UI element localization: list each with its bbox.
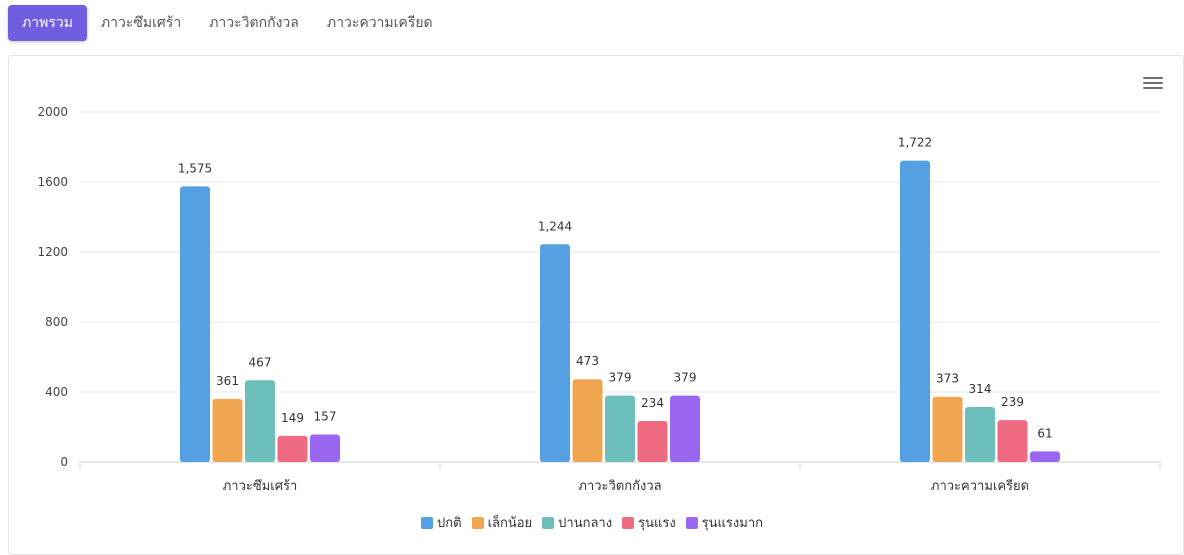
bar [540, 244, 570, 462]
x-category-label: ภาวะวิตกกังวล [578, 479, 661, 494]
data-label: 361 [216, 374, 239, 388]
legend-swatch [420, 516, 433, 529]
bar [965, 407, 995, 462]
data-label: 1,244 [538, 219, 572, 233]
legend-swatch [542, 516, 555, 529]
legend-item[interactable]: เล็กน้อย [471, 512, 533, 533]
bar [1030, 451, 1060, 462]
tab-overview[interactable]: ภาพรวม [8, 5, 87, 41]
legend-label: ปานกลาง [558, 516, 613, 531]
bar [997, 420, 1028, 462]
bar [245, 380, 275, 462]
legend-item[interactable]: ปกติ [420, 512, 462, 533]
chart-legend: ปกติ เล็กน้อย ปานกลาง รุนแรง รุนแรงมาก [0, 512, 1184, 533]
bar [670, 395, 700, 462]
bar [277, 435, 308, 462]
bar [572, 379, 603, 462]
legend-swatch [622, 516, 635, 529]
bar [180, 186, 210, 462]
x-category-label: ภาวะความเครียด [931, 478, 1029, 494]
x-category-label: ภาวะซึมเศร้า [223, 479, 298, 494]
y-tick-label: 1600 [37, 175, 68, 189]
bar [932, 396, 963, 462]
data-label: 373 [936, 372, 959, 386]
data-label: 473 [576, 354, 599, 368]
data-label: 149 [281, 411, 304, 425]
legend-label: รุนแรงมาก [701, 516, 763, 531]
data-label: 239 [1001, 395, 1024, 409]
data-label: 157 [314, 410, 337, 424]
y-tick-label: 0 [60, 455, 68, 469]
data-label: 1,722 [898, 136, 932, 150]
data-label: 379 [674, 371, 697, 385]
y-tick-label: 800 [45, 315, 68, 329]
tab-bar: ภาพรวม ภาวะซึมเศร้า ภาวะวิตกกังวล ภาวะคว… [8, 5, 447, 41]
data-label: 1,575 [178, 161, 212, 175]
tab-anxiety[interactable]: ภาวะวิตกกังวล [209, 15, 299, 31]
legend-label: เล็กน้อย [487, 516, 533, 531]
y-tick-label: 400 [45, 385, 68, 399]
legend-item[interactable]: รุนแรงมาก [685, 512, 763, 533]
hamburger-menu-icon[interactable] [1143, 75, 1163, 93]
y-tick-label: 2000 [37, 105, 68, 119]
tab-stress[interactable]: ภาวะความเครียด [326, 15, 433, 31]
bar [900, 160, 930, 462]
bar [212, 398, 243, 462]
legend-swatch [471, 516, 484, 529]
legend-item[interactable]: ปานกลาง [542, 512, 612, 533]
bar [310, 434, 340, 462]
bar [637, 421, 668, 462]
data-label: 234 [641, 396, 664, 410]
data-label: 314 [969, 382, 992, 396]
legend-item[interactable]: รุนแรง [622, 512, 676, 533]
data-label: 467 [249, 355, 272, 369]
y-tick-label: 1200 [37, 245, 68, 259]
legend-swatch [685, 516, 698, 529]
legend-label: ปกติ [436, 516, 462, 531]
data-label: 379 [609, 371, 632, 385]
data-label: 61 [1037, 426, 1052, 440]
tab-depression[interactable]: ภาวะซึมเศร้า [100, 15, 182, 31]
bar [605, 395, 635, 462]
legend-label: รุนแรง [638, 516, 676, 531]
